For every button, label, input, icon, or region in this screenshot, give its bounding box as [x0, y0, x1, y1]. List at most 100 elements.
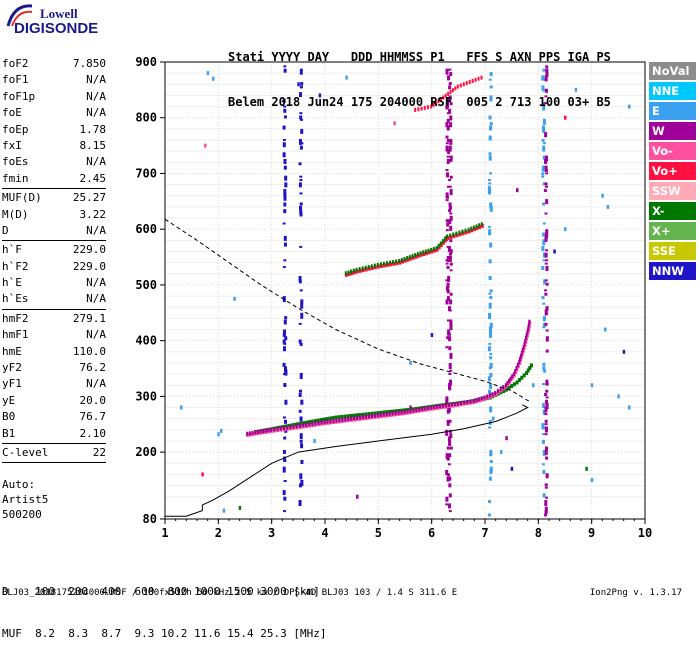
band-mark	[445, 135, 449, 139]
y-tick-label: 80	[143, 512, 157, 526]
band-mark	[544, 102, 548, 105]
upper-trace-point	[376, 262, 379, 267]
upper-trace-point	[370, 264, 373, 269]
band-mark	[449, 249, 453, 254]
x-trace-point	[302, 421, 306, 426]
band-mark	[545, 229, 549, 236]
o-trace-point	[320, 420, 323, 425]
o-trace-point	[496, 389, 499, 394]
o-trace-point	[308, 422, 311, 427]
scatter-noise-marks	[180, 71, 631, 513]
param-row: fmin 2.45	[2, 171, 106, 187]
x-trace-point	[355, 413, 359, 418]
band-mark	[448, 68, 452, 71]
o-trace-point	[251, 430, 254, 435]
upper-trace-point	[464, 228, 467, 233]
band-mark	[283, 436, 287, 440]
band-mark	[541, 423, 545, 430]
o-trace-point	[521, 347, 524, 352]
band-mark	[544, 95, 548, 98]
logo-digisonde: DIGISONDE	[14, 20, 99, 37]
x-trace-point	[287, 423, 291, 428]
noise-mark	[238, 505, 242, 510]
band-mark	[448, 372, 452, 375]
o-trace-point	[341, 417, 344, 422]
legend-item-sse: SSE	[649, 242, 696, 260]
band-mark	[488, 426, 492, 429]
band-mark	[449, 72, 453, 77]
band-mark	[283, 209, 287, 214]
o-trace-point	[298, 423, 301, 428]
file-info: BLJ03_2018175204000.RSF / 180fx512h 50 k…	[2, 588, 458, 598]
param-value: 76.7	[79, 410, 107, 424]
band-mark	[545, 456, 549, 460]
band-mark	[544, 155, 548, 162]
band-mark	[283, 456, 287, 462]
x-trace-point	[325, 417, 329, 422]
x-trace-point	[515, 380, 519, 385]
noise-mark	[585, 466, 588, 471]
band-mark	[445, 68, 449, 75]
autoscale-info: Auto: Artist5 500200	[2, 477, 48, 522]
band-mark	[489, 85, 493, 89]
trace-marks	[246, 75, 533, 437]
noise-mark	[606, 204, 610, 209]
noise-mark	[553, 249, 556, 254]
band-mark	[542, 68, 546, 72]
o-trace-point	[524, 338, 527, 343]
x-trace-point	[461, 400, 465, 405]
band-mark	[544, 506, 548, 513]
band-mark	[446, 98, 450, 103]
band-mark	[545, 72, 549, 78]
band-mark	[489, 322, 493, 328]
x-trace-point	[528, 365, 532, 370]
param-row: foEp 1.78	[2, 122, 106, 138]
band-mark	[448, 202, 452, 207]
param-name: foF1	[2, 73, 29, 87]
band-mark	[445, 145, 449, 152]
upper-trace-point	[382, 261, 385, 266]
band-mark	[283, 195, 287, 201]
x-trace-point	[310, 419, 314, 424]
param-value: 229.0	[72, 243, 106, 257]
band-mark	[445, 219, 449, 223]
band-mark	[543, 252, 547, 258]
band-mark	[449, 292, 453, 296]
x-trace-point	[358, 413, 362, 418]
artist-code: 500200	[2, 508, 42, 521]
param-name: foE	[2, 106, 22, 120]
noise-mark	[532, 383, 535, 388]
band-mark	[299, 416, 303, 422]
upper-trace-point	[398, 258, 401, 263]
x-trace-point	[346, 414, 350, 419]
band-mark	[489, 125, 493, 131]
upper-trace-point	[461, 229, 464, 234]
band-mark	[543, 279, 547, 285]
band-mark	[545, 396, 549, 399]
top-trace-point	[459, 83, 462, 88]
band-mark	[284, 175, 288, 181]
band-mark	[445, 286, 449, 292]
band-mark	[282, 152, 286, 158]
band-mark	[445, 346, 449, 349]
noise-mark	[222, 508, 226, 513]
band-mark	[449, 175, 453, 179]
x-trace-point	[313, 419, 317, 424]
upper-trace-point	[379, 262, 382, 267]
o-trace-point	[256, 429, 259, 434]
band-mark	[541, 172, 545, 176]
x-tick-label: 5	[375, 526, 382, 540]
upper-trace-point	[444, 236, 447, 241]
y-tick-label: 800	[135, 111, 157, 125]
band-mark	[544, 88, 548, 93]
band-mark	[543, 369, 547, 373]
band-mark	[488, 500, 492, 504]
param-row: D N/A	[2, 223, 106, 239]
band-mark	[298, 279, 302, 284]
upper-trace-point	[400, 257, 403, 262]
band-mark	[448, 82, 452, 86]
noise-mark	[628, 405, 631, 410]
band-mark	[298, 322, 302, 325]
x-tick-label: 2	[215, 526, 222, 540]
band-mark	[543, 142, 547, 145]
